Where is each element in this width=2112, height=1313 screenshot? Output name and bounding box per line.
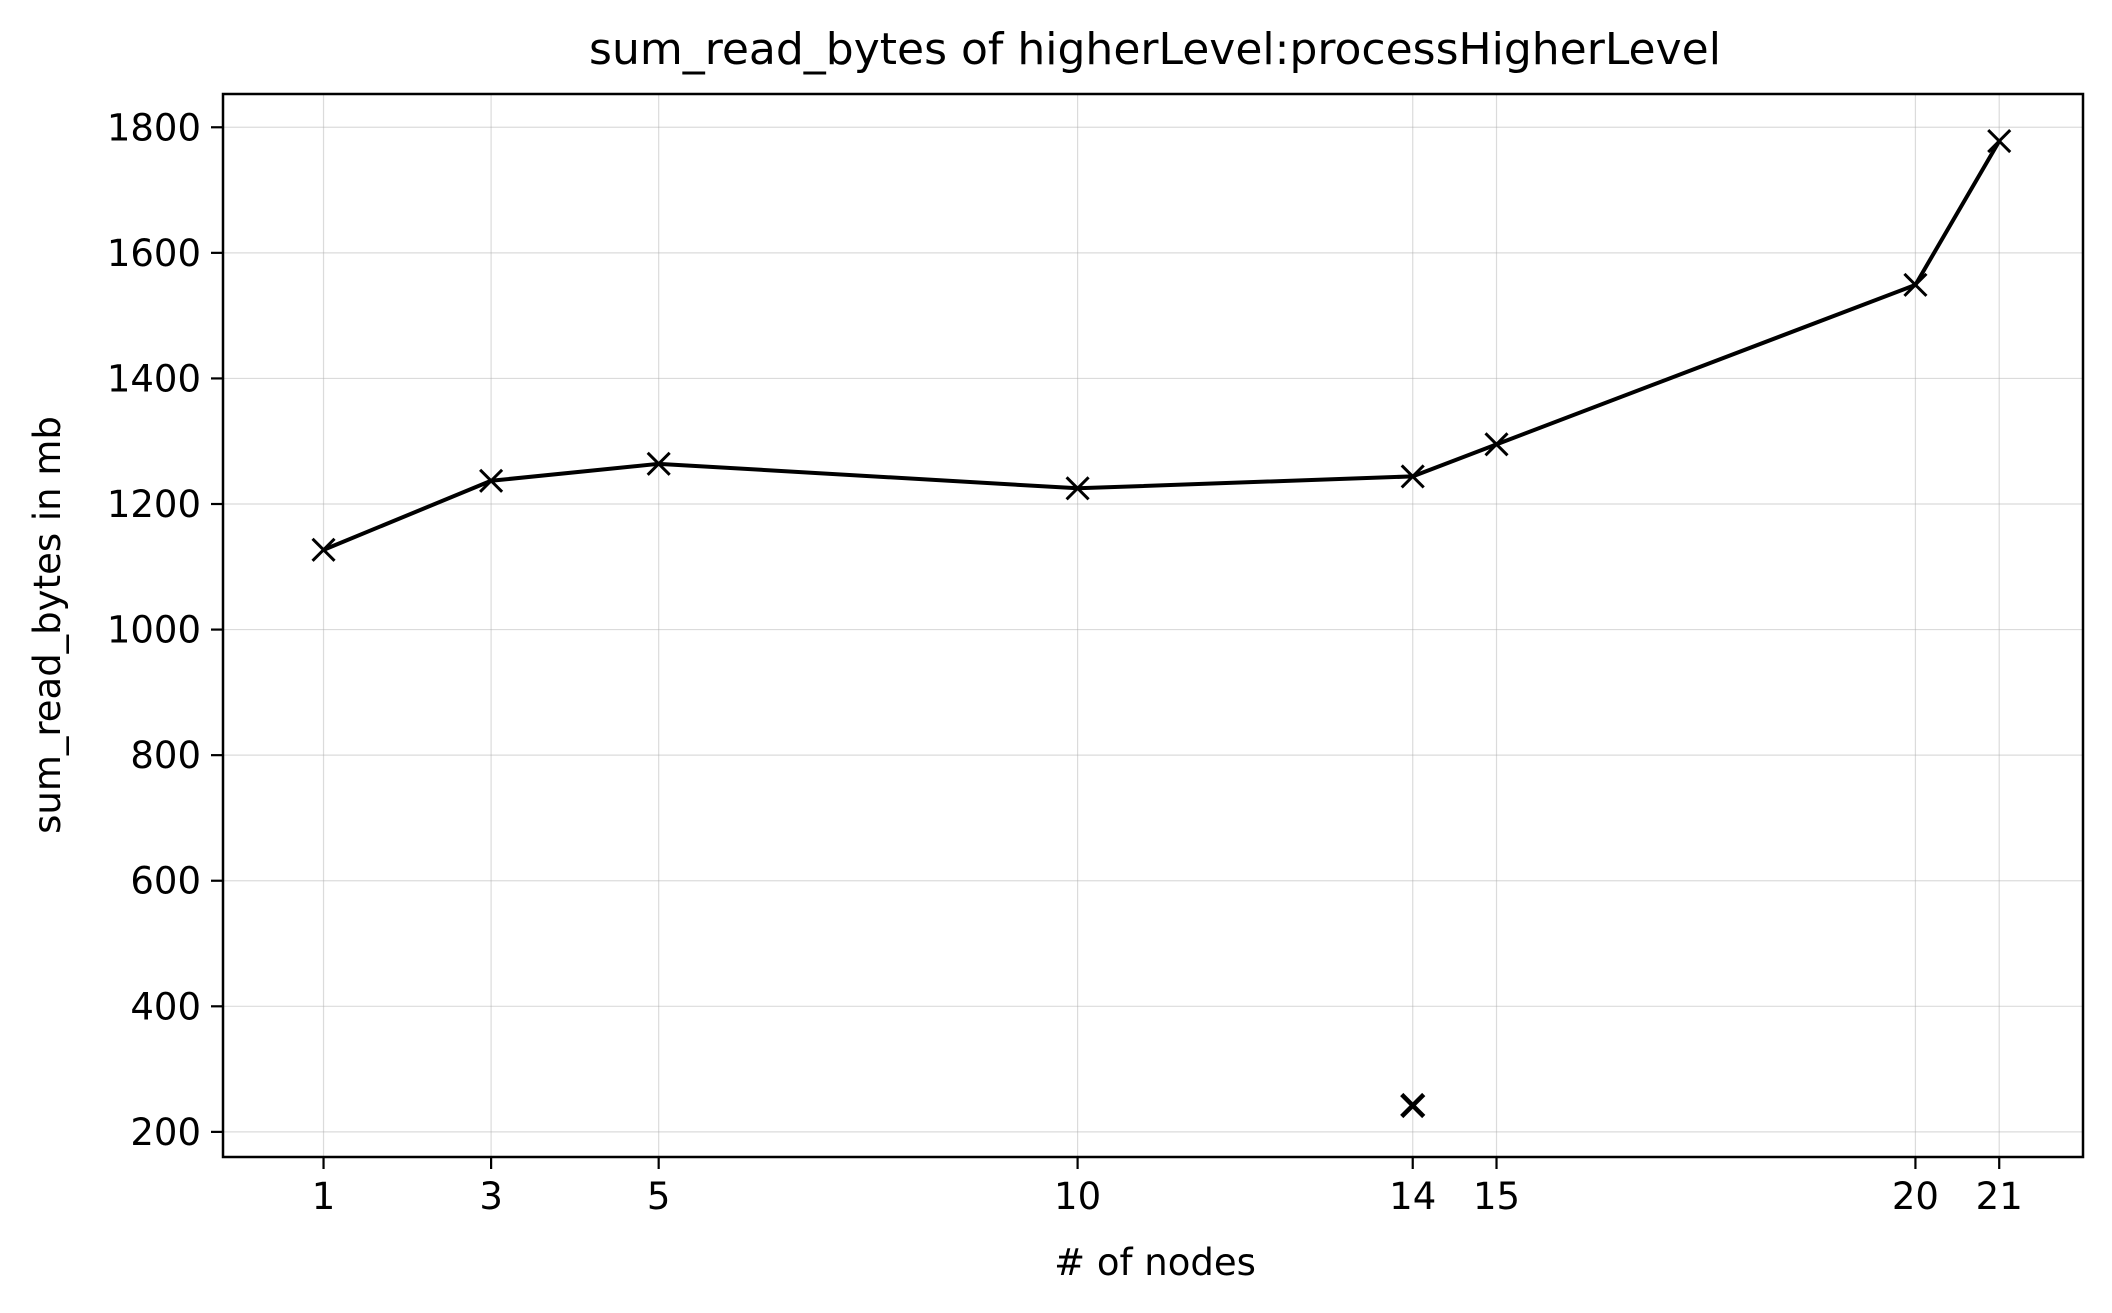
y-tick-label: 1400 bbox=[107, 357, 201, 400]
grid-lines bbox=[223, 94, 2083, 1157]
data-point-marker bbox=[1987, 129, 2012, 154]
x-tick-label: 3 bbox=[479, 1175, 503, 1218]
data-point-marker bbox=[1400, 464, 1425, 489]
data-point-marker bbox=[311, 537, 336, 562]
marker-stroke bbox=[646, 451, 671, 476]
x-tick-label: 14 bbox=[1389, 1175, 1436, 1218]
x-tick-label: 21 bbox=[1976, 1175, 2023, 1218]
data-point-marker bbox=[479, 468, 504, 493]
x-tick-label: 5 bbox=[647, 1175, 671, 1218]
marker-stroke bbox=[1400, 1092, 1426, 1119]
x-axis-label: # of nodes bbox=[1054, 1241, 1256, 1284]
y-tick-label: 1800 bbox=[107, 106, 201, 149]
y-tick-label: 600 bbox=[130, 860, 201, 903]
data-point-marker bbox=[1484, 432, 1509, 457]
plot-area-frame bbox=[221, 92, 2085, 1159]
outlier-point-marker bbox=[1400, 1092, 1426, 1119]
x-tick-label: 1 bbox=[312, 1175, 336, 1218]
marker-stroke bbox=[1065, 476, 1090, 501]
y-axis-label: sum_read_bytes in mb bbox=[26, 416, 69, 834]
y-tick-label: 1000 bbox=[107, 609, 201, 652]
x-tick-label: 20 bbox=[1892, 1175, 1939, 1218]
series-line bbox=[321, 139, 2002, 552]
y-tick-label: 400 bbox=[130, 985, 201, 1028]
y-tick-label: 200 bbox=[130, 1111, 201, 1154]
marker-stroke bbox=[1484, 432, 1509, 457]
x-tick-label: 10 bbox=[1054, 1175, 1101, 1218]
marker-stroke bbox=[479, 468, 504, 493]
data-point-marker bbox=[1903, 272, 1928, 297]
x-tick-label: 15 bbox=[1473, 1175, 1520, 1218]
marker-stroke bbox=[1400, 464, 1425, 489]
y-tick-label: 800 bbox=[130, 734, 201, 777]
data-point-marker bbox=[1065, 476, 1090, 501]
y-tick-label: 1200 bbox=[107, 483, 201, 526]
marker-stroke bbox=[311, 537, 336, 562]
chart-title: sum_read_bytes of higherLevel:processHig… bbox=[589, 24, 1721, 75]
data-point-marker bbox=[646, 451, 671, 476]
axis-ticks: 1 3 5 10 14 15 20 21 200 400 600 800 1000 1200 1400 160… bbox=[107, 106, 2023, 1218]
marker-stroke bbox=[1903, 272, 1928, 297]
data-series bbox=[311, 129, 2012, 1119]
marker-stroke bbox=[1987, 129, 2012, 154]
y-tick-label: 1600 bbox=[107, 232, 201, 275]
